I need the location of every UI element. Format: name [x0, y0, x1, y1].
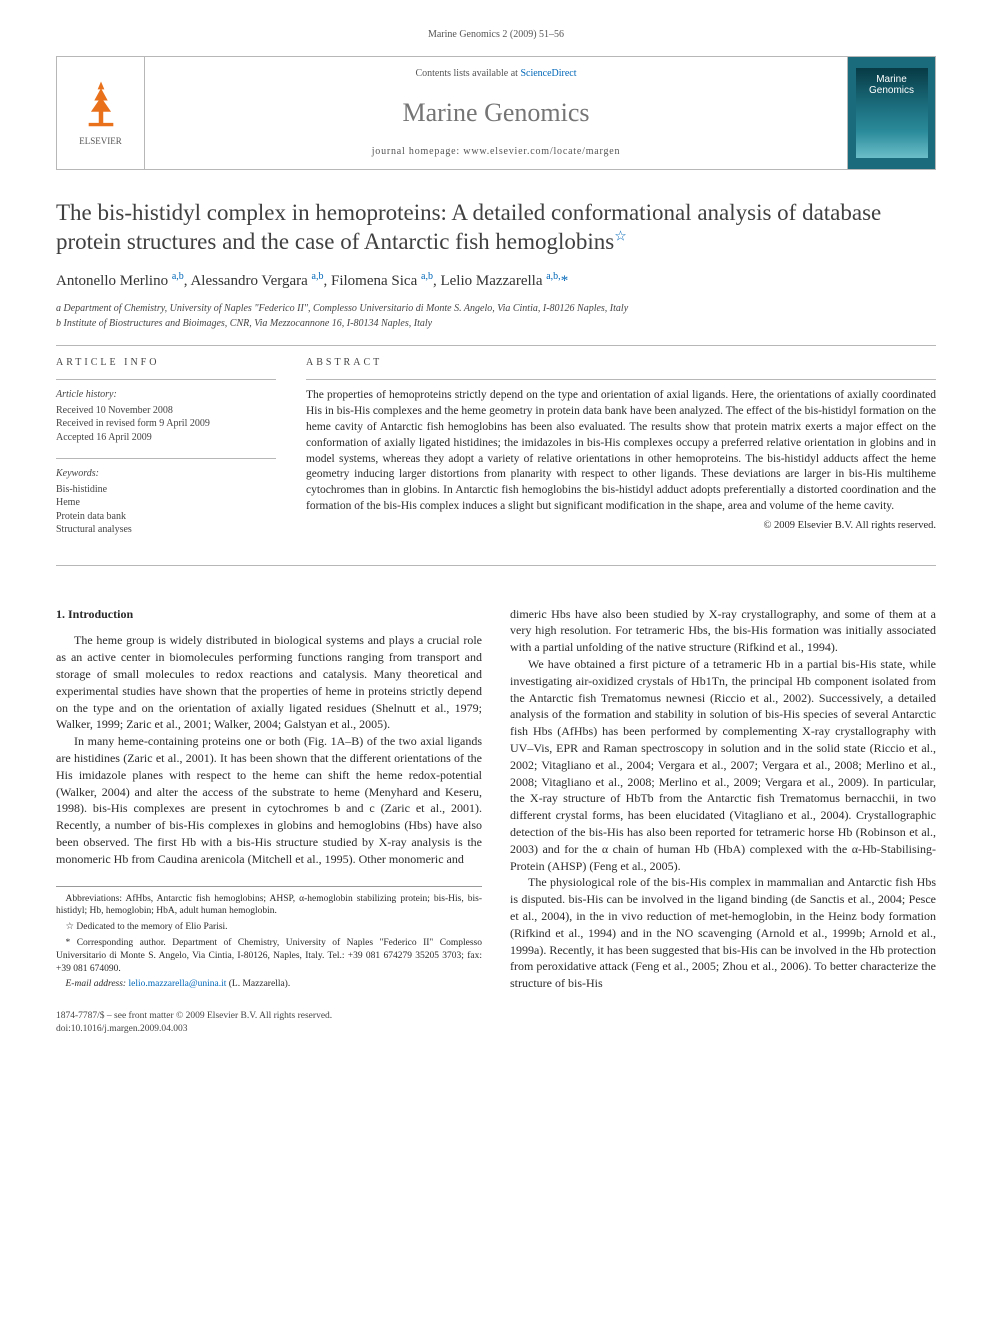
author-4: Lelio Mazzarella: [440, 273, 542, 289]
history-line-1: Received 10 November 2008: [56, 404, 276, 418]
footnote-abbrev: Abbreviations: AfHbs, Antarctic fish hem…: [56, 893, 482, 919]
publisher-label: ELSEVIER: [79, 135, 122, 147]
keyword-3: Protein data bank: [56, 510, 276, 524]
contents-prefix: Contents lists available at: [415, 68, 520, 79]
footnote-email: E-mail address: lelio.mazzarella@unina.i…: [56, 978, 482, 991]
keywords-block: Keywords: Bis-histidine Heme Protein dat…: [56, 467, 276, 537]
journal-name: Marine Genomics: [402, 95, 589, 130]
banner-center: Contents lists available at ScienceDirec…: [145, 57, 847, 169]
homepage-line: journal homepage: www.elsevier.com/locat…: [372, 145, 621, 159]
author-4-affil: a,b,: [546, 271, 560, 282]
affiliation-a: a Department of Chemistry, University of…: [56, 302, 936, 316]
abstract-head: ABSTRACT: [306, 356, 936, 370]
footnote-dedication: ☆ Dedicated to the memory of Elio Parisi…: [56, 921, 482, 934]
article-info-head: ARTICLE INFO: [56, 356, 276, 370]
author-list: Antonello Merlino a,b, Alessandro Vergar…: [56, 270, 936, 291]
abstract-text: The properties of hemoproteins strictly …: [306, 388, 936, 515]
email-link[interactable]: lelio.mazzarella@unina.it: [128, 979, 226, 989]
author-1-affil: a,b: [172, 271, 184, 282]
body-columns: 1. Introduction The heme group is widely…: [56, 606, 936, 995]
contents-line: Contents lists available at ScienceDirec…: [415, 67, 576, 81]
keyword-2: Heme: [56, 496, 276, 510]
body-para-l1: The heme group is widely distributed in …: [56, 632, 482, 733]
author-3-affil: a,b: [421, 271, 433, 282]
article-title: The bis-histidyl complex in hemoproteins…: [56, 198, 936, 257]
footer-doi: doi:10.1016/j.margen.2009.04.003: [56, 1023, 936, 1036]
journal-banner: ELSEVIER Contents lists available at Sci…: [56, 56, 936, 170]
section-1-head: 1. Introduction: [56, 606, 482, 623]
cover-image-icon: Marine Genomics: [856, 68, 928, 158]
history-line-3: Accepted 16 April 2009: [56, 431, 276, 445]
body-right-column: dimeric Hbs have also been studied by X-…: [510, 606, 936, 995]
homepage-prefix: journal homepage:: [372, 146, 464, 157]
divider-top: [56, 345, 936, 346]
author-2: Alessandro Vergara: [190, 273, 307, 289]
affiliation-b: b Institute of Biostructures and Bioimag…: [56, 317, 936, 331]
author-1: Antonello Merlino: [56, 273, 168, 289]
keyword-4: Structural analyses: [56, 523, 276, 537]
keywords-divider: [56, 458, 276, 459]
history-line-2: Received in revised form 9 April 2009: [56, 417, 276, 431]
abstract-copyright: © 2009 Elsevier B.V. All rights reserved…: [306, 519, 936, 533]
history-head: Article history:: [56, 388, 276, 402]
sciencedirect-link[interactable]: ScienceDirect: [520, 68, 576, 79]
body-left-column: 1. Introduction The heme group is widely…: [56, 606, 482, 995]
cover-label: Marine Genomics: [856, 74, 928, 96]
email-suffix: (L. Mazzarella).: [226, 979, 290, 989]
author-3: Filomena Sica: [331, 273, 417, 289]
corresponding-author-star-icon[interactable]: *: [561, 273, 569, 289]
body-para-l2: In many heme-containing proteins one or …: [56, 733, 482, 867]
abstract-column: ABSTRACT The properties of hemoproteins …: [306, 356, 936, 551]
journal-cover-thumb: Marine Genomics: [847, 57, 935, 169]
keyword-1: Bis-histidine: [56, 483, 276, 497]
body-para-r1: dimeric Hbs have also been studied by X-…: [510, 606, 936, 656]
homepage-url: www.elsevier.com/locate/margen: [463, 146, 620, 157]
body-para-r3: The physiological role of the bis-His co…: [510, 874, 936, 992]
body-para-r2: We have obtained a first picture of a te…: [510, 656, 936, 874]
article-history: Article history: Received 10 November 20…: [56, 388, 276, 444]
publisher-logo-box: ELSEVIER: [57, 57, 145, 169]
footnotes-block: Abbreviations: AfHbs, Antarctic fish hem…: [56, 886, 482, 992]
meta-abstract-row: ARTICLE INFO Article history: Received 1…: [56, 356, 936, 551]
footnote-corresponding: * Corresponding author. Department of Ch…: [56, 937, 482, 975]
author-2-affil: a,b: [312, 271, 324, 282]
title-text: The bis-histidyl complex in hemoproteins…: [56, 200, 881, 254]
footer-issn: 1874-7787/$ – see front matter © 2009 El…: [56, 1010, 936, 1023]
keywords-head: Keywords:: [56, 467, 276, 481]
page-footer: 1874-7787/$ – see front matter © 2009 El…: [56, 1010, 936, 1036]
article-info-column: ARTICLE INFO Article history: Received 1…: [56, 356, 276, 551]
title-footnote-star-icon: ☆: [614, 229, 627, 244]
divider-bottom: [56, 565, 936, 566]
elsevier-tree-icon: [73, 77, 129, 133]
running-head: Marine Genomics 2 (2009) 51–56: [56, 28, 936, 42]
info-divider: [56, 379, 276, 380]
email-label: E-mail address:: [66, 979, 129, 989]
abstract-divider: [306, 379, 936, 380]
